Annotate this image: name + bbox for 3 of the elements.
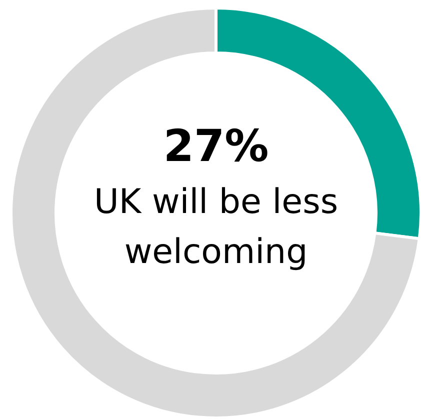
data-label: 27% bbox=[163, 121, 269, 172]
donut-slice bbox=[10, 6, 421, 419]
slice-label: UK will be less welcoming bbox=[94, 182, 338, 272]
